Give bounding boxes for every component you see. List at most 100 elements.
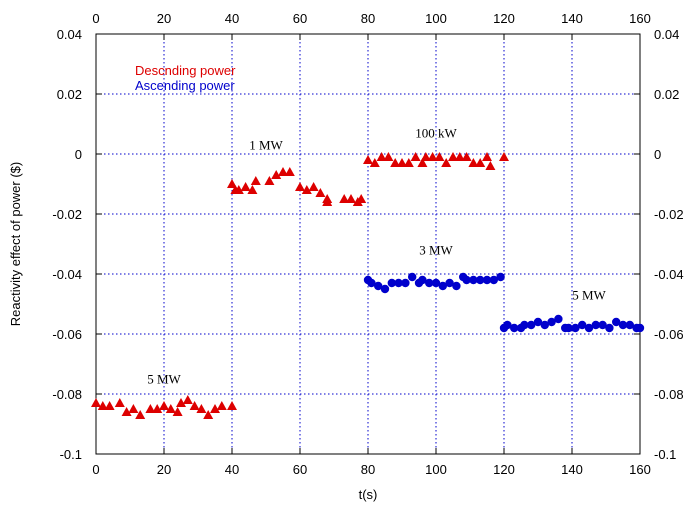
triangle-point — [390, 158, 401, 167]
circle-point — [380, 284, 390, 294]
triangle-point — [172, 407, 183, 416]
y-tick-label-right: -0.04 — [654, 267, 684, 282]
triangle-point — [216, 401, 227, 410]
x-tick-label: 120 — [493, 462, 515, 477]
triangle-point — [434, 152, 445, 161]
triangle-point — [159, 401, 169, 410]
x-tick-label: 60 — [293, 462, 307, 477]
circle-point — [571, 323, 580, 333]
triangle-point — [454, 152, 465, 161]
circle-point — [547, 317, 556, 327]
series-ascending — [363, 272, 645, 333]
triangle-point — [227, 179, 237, 188]
triangle-point — [441, 158, 452, 167]
circle-point — [591, 320, 600, 330]
y-tick-label: -0.04 — [52, 267, 82, 282]
circle-point — [527, 320, 536, 330]
circle-point — [431, 278, 441, 288]
triangle-point — [448, 152, 458, 161]
circle-point — [445, 278, 454, 288]
triangle-point — [346, 194, 356, 203]
triangle-point — [165, 404, 176, 413]
x-tick-label-top: 20 — [157, 11, 171, 26]
x-tick-label-top: 100 — [425, 11, 447, 26]
x-tick-label: 160 — [629, 462, 651, 477]
x-tick-label-top: 40 — [225, 11, 239, 26]
triangle-point — [356, 194, 367, 203]
triangle-point — [203, 410, 214, 419]
y-tick-label-right: -0.1 — [654, 447, 676, 462]
triangle-point — [427, 152, 438, 161]
triangle-point — [322, 194, 333, 203]
triangle-point — [128, 404, 139, 413]
x-tick-label-top: 160 — [629, 11, 651, 26]
triangle-point — [250, 176, 261, 185]
x-tick-label-top: 120 — [493, 11, 515, 26]
circle-point — [425, 278, 434, 288]
triangle-point — [271, 170, 282, 179]
circle-point — [554, 314, 563, 324]
triangle-point — [114, 398, 125, 407]
triangle-point — [315, 188, 326, 197]
triangle-point — [278, 167, 288, 176]
triangle-point — [461, 152, 472, 161]
grid-lines — [96, 34, 640, 454]
circle-point — [635, 323, 645, 333]
legend-entry: Ascending power — [135, 78, 235, 93]
triangle-point — [295, 182, 305, 191]
circle-point — [540, 320, 549, 330]
y-tick-label: -0.02 — [52, 207, 82, 222]
triangle-point — [363, 155, 373, 164]
y-tick-label-right: -0.02 — [654, 207, 684, 222]
triangle-point — [420, 152, 431, 161]
triangle-point — [91, 398, 101, 407]
y-tick-label-right: -0.08 — [654, 387, 684, 402]
circle-point — [418, 275, 427, 285]
triangle-point — [227, 401, 237, 410]
series-descending — [91, 152, 509, 419]
triangle-point — [97, 401, 108, 410]
circle-point — [598, 320, 607, 330]
circle-point — [482, 275, 492, 285]
circle-point — [625, 320, 634, 330]
annotation-label: 100 kW — [415, 126, 457, 141]
circle-point — [520, 320, 529, 330]
triangle-point — [397, 158, 407, 167]
circle-point — [564, 323, 573, 333]
annotation-label: 3 MW — [419, 243, 453, 258]
x-tick-label: 20 — [157, 462, 171, 477]
circle-point — [510, 323, 519, 333]
x-tick-label-top: 0 — [92, 11, 99, 26]
triangle-point — [339, 194, 350, 203]
triangle-point — [121, 407, 132, 416]
triangle-point — [196, 404, 207, 413]
legend-entry: Descnding power — [135, 63, 236, 78]
circle-point — [533, 317, 543, 327]
y-tick-label: -0.08 — [52, 387, 82, 402]
data-points — [91, 152, 645, 419]
triangle-point — [468, 158, 479, 167]
circle-point — [394, 278, 403, 288]
y-tick-label: 0 — [75, 147, 82, 162]
circle-point — [578, 320, 587, 330]
annotation-label: 5 MW — [147, 372, 181, 387]
triangle-point — [499, 152, 509, 161]
circle-point — [438, 281, 447, 291]
triangle-point — [176, 398, 186, 407]
circle-point — [612, 317, 621, 327]
y-tick-label-right: 0.02 — [654, 87, 679, 102]
circle-point — [476, 275, 485, 285]
annotation-label: 1 MW — [249, 138, 283, 153]
circle-point — [401, 278, 410, 288]
triangle-point — [284, 167, 295, 176]
triangle-point — [189, 401, 200, 410]
triangle-point — [182, 395, 193, 404]
circle-point — [503, 320, 512, 330]
circle-point — [374, 281, 383, 291]
triangle-point — [482, 152, 492, 161]
triangle-point — [240, 182, 251, 191]
circle-point — [618, 320, 628, 330]
circle-point — [387, 278, 396, 288]
